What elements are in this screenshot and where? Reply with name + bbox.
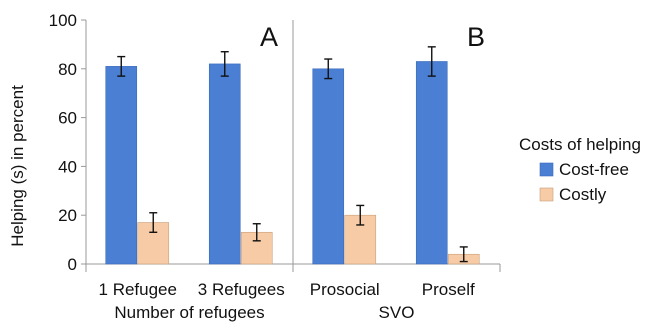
legend-swatch bbox=[539, 162, 554, 177]
x-tick-label: 1 Refugee bbox=[99, 280, 177, 299]
panel-letter: B bbox=[467, 22, 485, 52]
plot-area: 0 20 40 60 80 100 A 1 Refugee 3 Refugees Number o… bbox=[49, 11, 501, 322]
y-tick-label: 80 bbox=[58, 60, 77, 79]
y-tick-label: 20 bbox=[58, 206, 77, 225]
bar-cost-free bbox=[312, 68, 345, 265]
x-axis-label: Number of refugees bbox=[114, 303, 264, 322]
y-tick-label: 100 bbox=[49, 11, 77, 30]
x-tick-label: 3 Refugees bbox=[198, 280, 285, 299]
y-axis-label: Helping (s) in percent bbox=[8, 85, 27, 247]
legend-swatch bbox=[539, 187, 554, 202]
bar-cost-free bbox=[105, 66, 138, 265]
bar-cost-free bbox=[415, 61, 448, 265]
legend-label: Costly bbox=[559, 185, 607, 204]
y-tick-label: 60 bbox=[58, 109, 77, 128]
y-tick-label: 0 bbox=[68, 255, 77, 274]
panel-letter: A bbox=[260, 22, 278, 52]
legend: Cost-free Costly bbox=[539, 160, 629, 204]
bar-cost-free bbox=[208, 63, 241, 265]
legend-label: Cost-free bbox=[559, 160, 629, 179]
x-axis-label: SVO bbox=[379, 303, 415, 322]
bar-costly bbox=[137, 222, 170, 265]
x-tick-label: Proself bbox=[422, 280, 475, 299]
y-tick-label: 40 bbox=[58, 157, 77, 176]
legend-title: Costs of helping bbox=[519, 135, 641, 154]
x-tick-label: Prosocial bbox=[310, 280, 380, 299]
